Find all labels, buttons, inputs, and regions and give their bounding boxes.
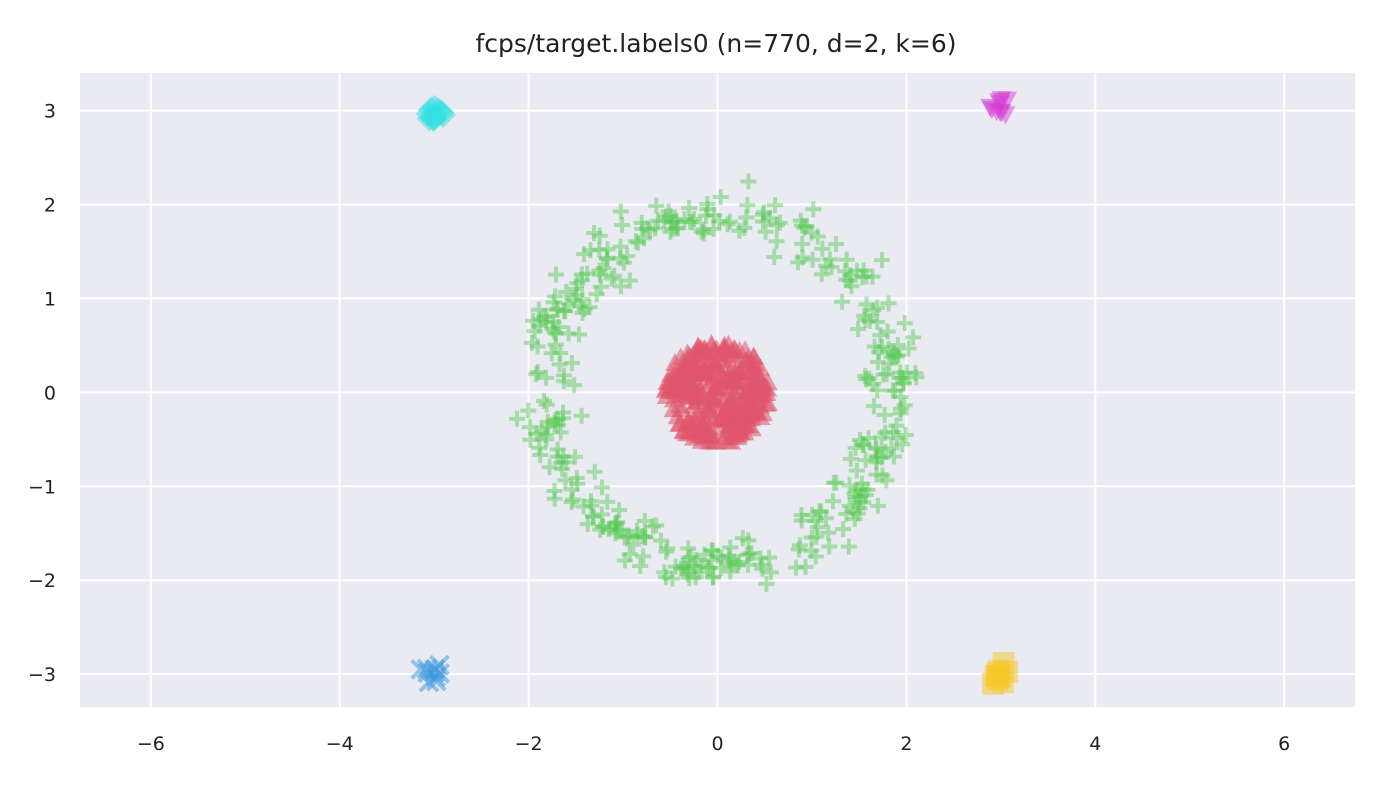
x-tick-label: 4 [1089, 733, 1101, 755]
x-tick-label: −6 [137, 733, 165, 755]
y-tick-label: −2 [28, 570, 56, 592]
x-tick-label: −4 [326, 733, 354, 755]
data-point [996, 661, 1018, 683]
x-tick-label: 6 [1278, 733, 1290, 755]
x-tick-label: 0 [711, 733, 723, 755]
x-tick-label: 2 [900, 733, 912, 755]
y-tick-label: −1 [28, 476, 56, 498]
y-axis-ticks: −3 −2 −1 0 1 2 3 [28, 101, 56, 687]
y-tick-label: 2 [44, 194, 56, 216]
y-tick-label: 0 [44, 382, 56, 404]
y-tick-label: 3 [44, 101, 56, 123]
y-tick-label: −3 [28, 664, 56, 686]
y-tick-label: 1 [44, 288, 56, 310]
x-tick-label: −2 [515, 733, 543, 755]
chart-title: fcps/target.labels0 (n=770, d=2, k=6) [475, 29, 956, 58]
x-axis-ticks: −6 −4 −2 0 2 4 6 [137, 733, 1290, 755]
